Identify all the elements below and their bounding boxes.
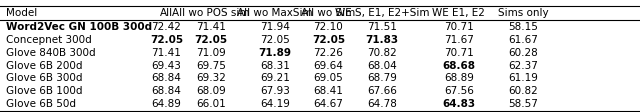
Text: 72.26: 72.26 [314, 48, 343, 58]
Text: 67.93: 67.93 [260, 86, 290, 96]
Text: 60.28: 60.28 [508, 48, 538, 58]
Text: 69.75: 69.75 [196, 61, 226, 71]
Text: 61.19: 61.19 [508, 73, 538, 83]
Text: Glove 6B 300d: Glove 6B 300d [6, 73, 83, 83]
Text: Glove 6B 50d: Glove 6B 50d [6, 99, 76, 109]
Text: 64.83: 64.83 [442, 99, 476, 109]
Text: 71.41: 71.41 [152, 48, 181, 58]
Text: 64.89: 64.89 [152, 99, 181, 109]
Text: 67.66: 67.66 [367, 86, 397, 96]
Text: Glove 6B 200d: Glove 6B 200d [6, 61, 83, 71]
Text: Sims only: Sims only [497, 8, 548, 18]
Text: 71.83: 71.83 [365, 35, 399, 45]
Text: 68.79: 68.79 [367, 73, 397, 83]
Text: 69.64: 69.64 [314, 61, 343, 71]
Text: 68.84: 68.84 [152, 86, 181, 96]
Text: Glove 840B 300d: Glove 840B 300d [6, 48, 96, 58]
Text: 69.21: 69.21 [260, 73, 290, 83]
Text: 60.82: 60.82 [508, 86, 538, 96]
Text: 71.94: 71.94 [260, 22, 290, 32]
Text: 58.15: 58.15 [508, 22, 538, 32]
Text: 72.05: 72.05 [260, 35, 290, 45]
Text: 64.19: 64.19 [260, 99, 290, 109]
Text: 70.71: 70.71 [444, 22, 474, 32]
Text: Glove 6B 100d: Glove 6B 100d [6, 86, 83, 96]
Text: Model: Model [6, 8, 38, 18]
Text: 71.09: 71.09 [196, 48, 226, 58]
Text: 68.84: 68.84 [152, 73, 181, 83]
Text: Concepnet 300d: Concepnet 300d [6, 35, 92, 45]
Text: 68.31: 68.31 [260, 61, 290, 71]
Text: 68.09: 68.09 [196, 86, 226, 96]
Text: 68.04: 68.04 [367, 61, 397, 71]
Text: 71.89: 71.89 [259, 48, 292, 58]
Text: 72.05: 72.05 [150, 35, 183, 45]
Text: 68.89: 68.89 [444, 73, 474, 83]
Text: 70.71: 70.71 [444, 48, 474, 58]
Text: 71.67: 71.67 [444, 35, 474, 45]
Text: All wo Sim: All wo Sim [301, 8, 355, 18]
Text: 62.37: 62.37 [508, 61, 538, 71]
Text: WE S, E1, E2+Sim: WE S, E1, E2+Sim [335, 8, 429, 18]
Text: 70.82: 70.82 [367, 48, 397, 58]
Text: 69.43: 69.43 [152, 61, 181, 71]
Text: All wo POS sim: All wo POS sim [172, 8, 250, 18]
Text: 61.67: 61.67 [508, 35, 538, 45]
Text: 71.51: 71.51 [367, 22, 397, 32]
Text: 72.42: 72.42 [152, 22, 181, 32]
Text: 71.41: 71.41 [196, 22, 226, 32]
Text: 68.41: 68.41 [314, 86, 343, 96]
Text: 64.78: 64.78 [367, 99, 397, 109]
Text: WE E1, E2: WE E1, E2 [433, 8, 485, 18]
Text: 66.01: 66.01 [196, 99, 226, 109]
Text: 58.57: 58.57 [508, 99, 538, 109]
Text: 64.67: 64.67 [314, 99, 343, 109]
Text: 72.05: 72.05 [312, 35, 345, 45]
Text: 68.68: 68.68 [442, 61, 476, 71]
Text: 72.10: 72.10 [314, 22, 343, 32]
Text: All wo MaxSim: All wo MaxSim [237, 8, 313, 18]
Text: 69.32: 69.32 [196, 73, 226, 83]
Text: 72.05: 72.05 [195, 35, 228, 45]
Text: Word2Vec GN 100B 300d: Word2Vec GN 100B 300d [6, 22, 152, 32]
Text: 67.56: 67.56 [444, 86, 474, 96]
Text: 69.05: 69.05 [314, 73, 343, 83]
Text: All: All [160, 8, 173, 18]
